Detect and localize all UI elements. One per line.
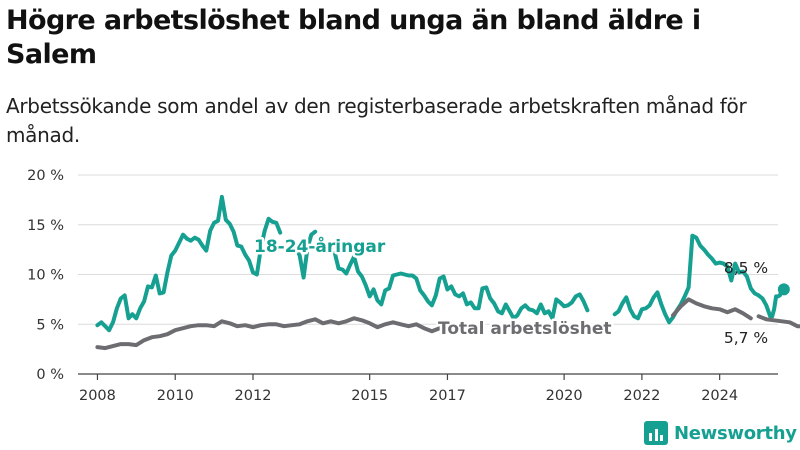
- series-labels: 18-24-åringar Total arbetslöshet 8,5 % 5,7 …: [252, 233, 769, 348]
- brand-name: Newsworthy: [674, 422, 797, 444]
- y-axis-ticks: 0 % 5 % 10 % 15 % 20 %: [27, 168, 64, 383]
- series-line-1: [95, 316, 473, 351]
- x-tick-label: 2022: [623, 388, 660, 404]
- x-tick-label: 2024: [701, 388, 738, 404]
- y-tick-label: 10 %: [27, 268, 64, 284]
- x-axis: 2008 2010 2012 2015 2017 2020 2022 2024: [78, 373, 778, 404]
- series-lines: [95, 194, 800, 351]
- chart-title: Högre arbetslöshet bland unga än bland ä…: [6, 5, 701, 70]
- x-tick-label: 2008: [79, 388, 116, 404]
- series-line-0: [95, 194, 283, 333]
- series-line-0: [293, 229, 318, 280]
- x-tick-label: 2012: [235, 388, 272, 404]
- newsworthy-logo[interactable]: Newsworthy: [644, 420, 797, 446]
- series-line-1: [671, 297, 753, 321]
- grid-lines: [78, 174, 778, 375]
- series-end-point-0: [777, 283, 790, 296]
- series-name-label: Total arbetslöshet: [438, 319, 612, 339]
- bar-chart-logo-icon: [644, 421, 668, 445]
- series-line-0: [332, 250, 590, 321]
- y-tick-label: 5 %: [36, 317, 64, 333]
- y-tick-label: 0 %: [36, 367, 64, 383]
- y-tick-label: 20 %: [27, 168, 64, 184]
- series-line-0: [612, 233, 761, 325]
- x-tick-label: 2015: [351, 388, 388, 404]
- series-name-label: 18-24-åringar: [254, 235, 386, 257]
- chart-subtitle: Arbetssökande som andel av den registerb…: [6, 94, 747, 147]
- x-tick-label: 2017: [429, 388, 466, 404]
- series-end-value-label: 8,5 %: [724, 259, 768, 277]
- x-tick-label: 2020: [546, 388, 583, 404]
- x-tick-label: 2010: [157, 388, 194, 404]
- series-line-1: [756, 314, 800, 329]
- y-tick-label: 15 %: [27, 218, 64, 234]
- series-end-value-label: 5,7 %: [724, 329, 768, 347]
